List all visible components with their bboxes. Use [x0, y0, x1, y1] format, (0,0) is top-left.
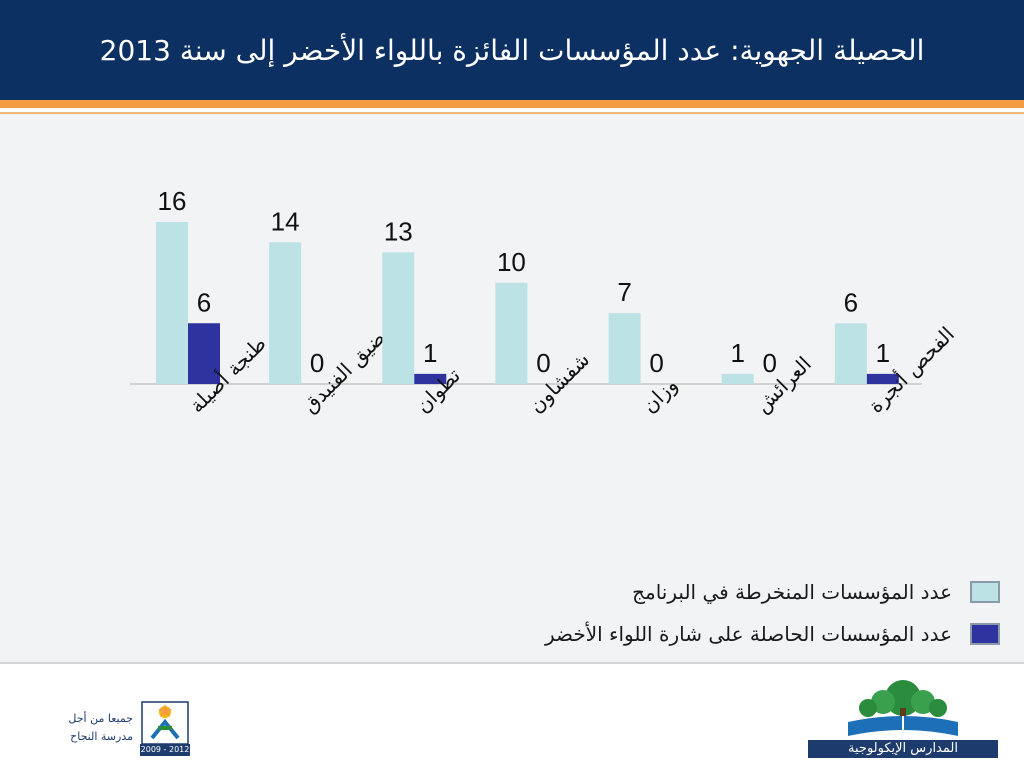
legend-label-green-flag: عدد المؤسسات الحاصلة على شارة اللواء الأ… [544, 622, 952, 646]
bar-series-1-1 [156, 222, 188, 384]
category-label-5: وزان [637, 373, 682, 418]
tree-book-logo-icon [848, 680, 958, 736]
bar-series-1-3 [382, 252, 415, 384]
success-school-logo: جميعا من أجل مدرسة النجاح 2009 - 2012 [45, 700, 190, 756]
bar-series-1-2 [269, 242, 302, 384]
data-label-series-2-2: 0 [310, 348, 324, 378]
data-label-series-1-2: 14 [271, 206, 300, 236]
category-label-7: الفحص أنجرة [863, 321, 959, 417]
legend-item-green-flag: عدد المؤسسات الحاصلة على شارة اللواء الأ… [545, 619, 1000, 649]
data-label-series-1-1: 16 [158, 186, 187, 216]
data-label-series-2-3: 1 [423, 338, 437, 368]
success-school-years: 2009 - 2012 [140, 744, 190, 756]
data-label-series-2-5: 0 [649, 348, 663, 378]
category-label-4: شفشاون [524, 347, 594, 417]
data-label-series-1-6: 1 [730, 338, 744, 368]
success-school-text-line2: مدرسة النجاح [70, 730, 133, 743]
slide-content-background [0, 114, 1024, 662]
data-label-series-2-4: 0 [536, 348, 550, 378]
footer-divider [0, 662, 1024, 664]
slide-title: الحصيلة الجهوية: عدد المؤسسات الفائزة با… [99, 34, 925, 67]
data-label-series-2-7: 1 [876, 338, 890, 368]
star-person-logo-icon [141, 701, 189, 745]
data-label-series-1-7: 6 [844, 287, 858, 317]
legend-swatch-enrolled [970, 581, 1000, 603]
title-bar: الحصيلة الجهوية: عدد المؤسسات الفائزة با… [0, 0, 1024, 100]
category-label-3: تطوان [411, 363, 465, 417]
bar-series-1-7 [834, 323, 867, 384]
bar-series-1-5 [608, 313, 641, 384]
eco-schools-logo: المدارس الإيكولوجية [808, 680, 998, 762]
bar-series-2-3 [414, 373, 447, 384]
data-label-series-2-1: 6 [197, 287, 211, 317]
data-label-series-1-3: 13 [384, 216, 413, 246]
data-label-series-1-5: 7 [617, 277, 631, 307]
legend-label-enrolled: عدد المؤسسات المنخرطة في البرنامج [632, 580, 952, 604]
data-label-series-1-4: 10 [497, 247, 526, 277]
legend-item-enrolled: عدد المؤسسات المنخرطة في البرنامج [632, 577, 1000, 607]
eco-schools-caption: المدارس الإيكولوجية [808, 740, 998, 758]
header-accent-line [0, 112, 1024, 114]
success-school-text-line1: جميعا من أجل [68, 712, 133, 725]
header-accent-stripe [0, 100, 1024, 108]
data-label-series-2-6: 0 [762, 348, 776, 378]
bar-series-1-6 [721, 373, 754, 384]
bar-series-2-1 [188, 323, 220, 384]
bar-series-1-4 [495, 282, 528, 384]
bar-series-2-7 [866, 373, 899, 384]
legend-swatch-green-flag [970, 623, 1000, 645]
